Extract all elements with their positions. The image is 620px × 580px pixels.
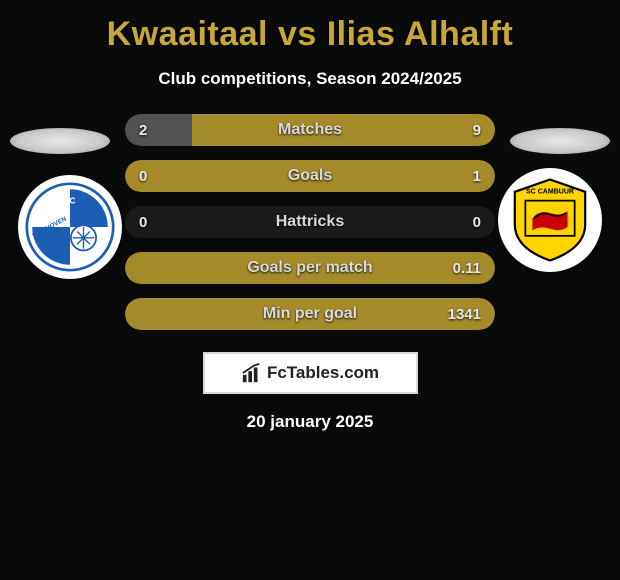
stat-value-left: 2 bbox=[139, 122, 147, 139]
stat-label: Goals per match bbox=[247, 259, 372, 277]
stat-fill-left bbox=[125, 114, 192, 146]
stat-fill-right bbox=[192, 114, 495, 146]
stat-label: Goals bbox=[288, 167, 332, 185]
stats-area: 2 Matches 9 0 Goals 1 0 Hattricks 0 Goals per mat… bbox=[0, 114, 620, 330]
chart-icon bbox=[241, 362, 263, 384]
stat-value-left: 0 bbox=[139, 168, 147, 185]
page-subtitle: Club competitions, Season 2024/2025 bbox=[158, 69, 461, 89]
stat-value-right: 1341 bbox=[448, 306, 481, 323]
main-container: Kwaaitaal vs Ilias Alhalft Club competit… bbox=[0, 0, 620, 442]
stat-label: Hattricks bbox=[276, 213, 344, 231]
stat-row: 0 Hattricks 0 bbox=[125, 206, 495, 238]
stat-value-right: 1 bbox=[473, 168, 481, 185]
stat-value-left: 0 bbox=[139, 214, 147, 231]
stat-row: 0 Goals 1 bbox=[125, 160, 495, 192]
stat-label: Matches bbox=[278, 121, 342, 139]
stat-label: Min per goal bbox=[263, 305, 357, 323]
page-title: Kwaaitaal vs Ilias Alhalft bbox=[107, 15, 514, 54]
stat-row: Goals per match 0.11 bbox=[125, 252, 495, 284]
stat-row: 2 Matches 9 bbox=[125, 114, 495, 146]
date-label: 20 january 2025 bbox=[247, 412, 374, 432]
source-logo: FcTables.com bbox=[203, 352, 418, 394]
stat-row: Min per goal 1341 bbox=[125, 298, 495, 330]
stat-value-right: 0 bbox=[473, 214, 481, 231]
stat-value-right: 9 bbox=[473, 122, 481, 139]
stat-value-right: 0.11 bbox=[453, 260, 481, 277]
source-logo-text: FcTables.com bbox=[267, 363, 379, 383]
